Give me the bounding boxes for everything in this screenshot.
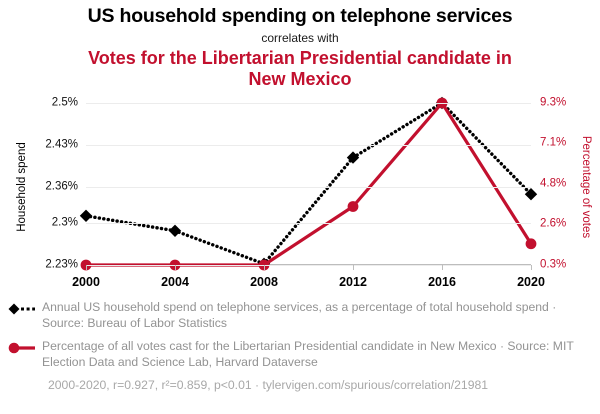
right-axis-tick-label: 7.1% — [540, 136, 567, 149]
x-axis-tick-mark — [264, 265, 265, 271]
x-axis-tick-mark — [86, 265, 87, 271]
left-axis-tick-label: 2.36% — [45, 180, 78, 193]
data-point-marker — [524, 188, 538, 201]
plot-region: 2.5% 2.43% 2.36% 2.3% 2.23% 9.3% 7.1% 4.8% 2.6% 0… — [45, 97, 566, 289]
right-axis-tick-label: 9.3% — [540, 96, 567, 109]
x-axis-tick-mark — [531, 265, 532, 271]
left-axis-tick-label: 2.5% — [51, 96, 78, 109]
page-title: US household spending on telephone servi… — [87, 5, 513, 27]
left-axis-title: Household spend — [16, 142, 28, 233]
data-point-marker — [347, 201, 359, 213]
data-point-marker — [346, 151, 360, 165]
x-axis-tick-label: 2012 — [339, 275, 367, 290]
series-line-1 — [84, 101, 533, 267]
left-axis-tick-label: 2.43% — [45, 138, 78, 151]
page-subtitle: Votes for the Libertarian Presidential c… — [88, 48, 512, 89]
gridline — [86, 103, 531, 105]
chart-legend: Annual US household spend on telephone s… — [0, 300, 600, 394]
black-diamond-dotted-line-icon — [6, 301, 40, 317]
chart-title-block: US household spending on telephone servi… — [0, 0, 600, 89]
legend-label-series1: Annual US household spend on telephone s… — [42, 300, 557, 330]
x-axis-tick-label: 2020 — [517, 275, 545, 290]
legend-label-series2: Percentage of all votes cast for the Lib… — [42, 339, 574, 369]
chart-area: Household spend Percentage of votes 2.5%… — [0, 95, 600, 295]
right-axis-tick-label: 2.6% — [540, 217, 567, 230]
legend-row-series1: Annual US household spend on telephone s… — [6, 300, 590, 331]
gridline — [86, 223, 531, 225]
right-axis-tick-label: 0.3% — [540, 258, 567, 271]
gridline — [86, 187, 531, 189]
data-point-marker — [525, 238, 537, 250]
x-axis-tick-label: 2008 — [250, 275, 278, 290]
series-lines — [79, 97, 538, 271]
x-axis-tick-label: 2016 — [428, 275, 456, 290]
legend-row-series2: Percentage of all votes cast for the Lib… — [6, 339, 590, 370]
series-line-2 — [84, 101, 533, 267]
left-axis-tick-label: 2.23% — [45, 258, 78, 271]
gridline — [86, 265, 531, 267]
correlates-label: correlates with — [261, 30, 339, 45]
right-axis-title: Percentage of votes — [580, 136, 592, 239]
right-axis-tick-label: 4.8% — [540, 177, 567, 190]
data-point-marker — [168, 224, 182, 238]
left-axis-tick-label: 2.3% — [51, 216, 78, 229]
red-circle-solid-line-icon — [6, 340, 40, 356]
x-axis-tick-label: 2004 — [161, 275, 189, 290]
gridline — [86, 145, 531, 147]
x-axis-tick-mark — [442, 265, 443, 271]
correlation-footer: 2000-2020, r=0.927, r²=0.859, p<0.01 · t… — [48, 378, 489, 393]
x-axis-tick-mark — [175, 265, 176, 271]
x-axis-tick-mark — [353, 265, 354, 271]
data-point-marker — [79, 209, 93, 223]
x-axis-tick-label: 2000 — [72, 275, 100, 290]
x-axis-line — [86, 264, 531, 266]
